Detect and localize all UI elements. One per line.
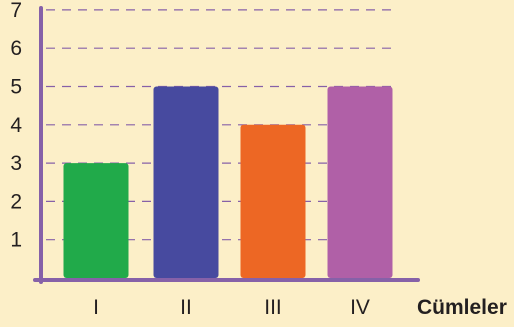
bar-II bbox=[153, 86, 219, 278]
x-tick-label-IV: IV bbox=[350, 296, 370, 319]
y-tick-label-5: 5 bbox=[10, 76, 22, 99]
y-tick-label-3: 3 bbox=[10, 152, 22, 175]
y-tick-label-7: 7 bbox=[10, 0, 22, 22]
y-tick-label-2: 2 bbox=[10, 190, 22, 213]
x-tick-label-I: I bbox=[93, 296, 99, 319]
y-tick-label-4: 4 bbox=[10, 114, 22, 137]
bar-IV bbox=[327, 86, 393, 278]
bar-I bbox=[63, 163, 129, 278]
x-axis-title: Cümleler bbox=[417, 296, 507, 319]
bars bbox=[63, 86, 393, 278]
x-tick-label-III: III bbox=[264, 296, 282, 319]
y-tick-label-1: 1 bbox=[10, 229, 22, 252]
y-tick-label-6: 6 bbox=[10, 37, 22, 60]
x-tick-label-II: II bbox=[180, 296, 192, 319]
bar-III bbox=[240, 124, 306, 278]
axes bbox=[33, 6, 420, 284]
